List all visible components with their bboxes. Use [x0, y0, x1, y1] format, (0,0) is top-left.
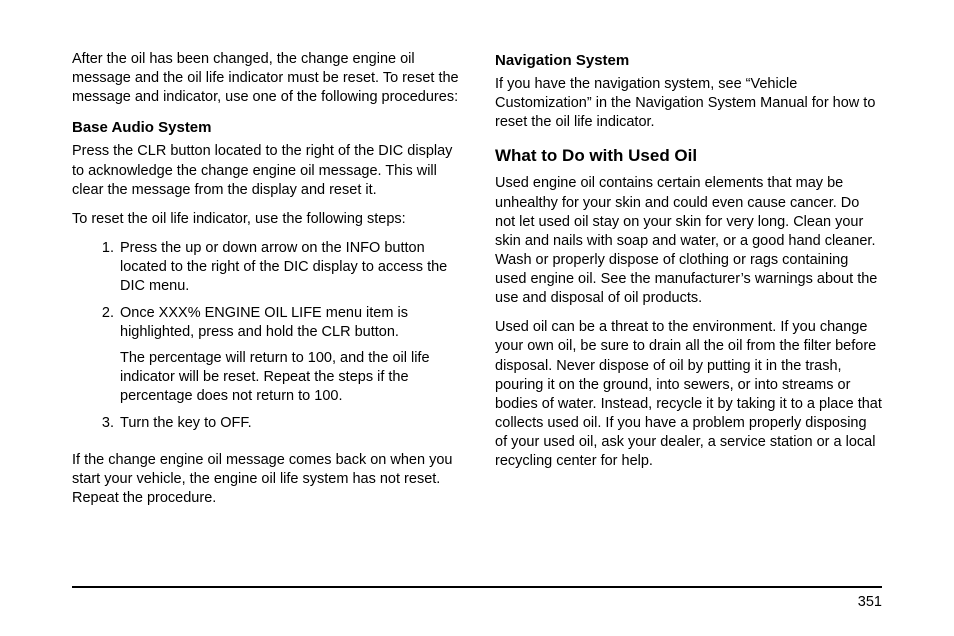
step-2-sub: The percentage will return to 100, and t…	[120, 349, 459, 406]
step-2-text: Once XXX% ENGINE OIL LIFE menu item is h…	[120, 305, 408, 340]
base-audio-heading: Base Audio System	[72, 119, 459, 136]
nav-system-para: If you have the navigation system, see “…	[495, 75, 882, 132]
right-column: Navigation System If you have the naviga…	[495, 50, 882, 590]
step-2: Once XXX% ENGINE OIL LIFE menu item is h…	[118, 304, 459, 406]
footer-rule	[72, 586, 882, 588]
nav-system-heading: Navigation System	[495, 52, 882, 69]
reset-steps-list: Press the up or down arrow on the INFO b…	[72, 239, 459, 441]
step-3: Turn the key to OFF.	[118, 414, 459, 433]
page-number: 351	[72, 594, 882, 610]
used-oil-heading: What to Do with Used Oil	[495, 146, 882, 166]
left-column: After the oil has been changed, the chan…	[72, 50, 459, 590]
intro-paragraph: After the oil has been changed, the chan…	[72, 50, 459, 107]
closing-paragraph: If the change engine oil message comes b…	[72, 451, 459, 508]
page-body: After the oil has been changed, the chan…	[72, 50, 882, 590]
used-oil-para-1: Used engine oil contains certain element…	[495, 174, 882, 308]
step-1-text: Press the up or down arrow on the INFO b…	[120, 240, 447, 294]
step-3-text: Turn the key to OFF.	[120, 415, 252, 431]
page-footer: 351	[72, 586, 882, 610]
base-audio-para-1: Press the CLR button located to the righ…	[72, 142, 459, 199]
base-audio-para-2: To reset the oil life indicator, use the…	[72, 210, 459, 229]
step-1: Press the up or down arrow on the INFO b…	[118, 239, 459, 296]
used-oil-para-2: Used oil can be a threat to the environm…	[495, 318, 882, 471]
